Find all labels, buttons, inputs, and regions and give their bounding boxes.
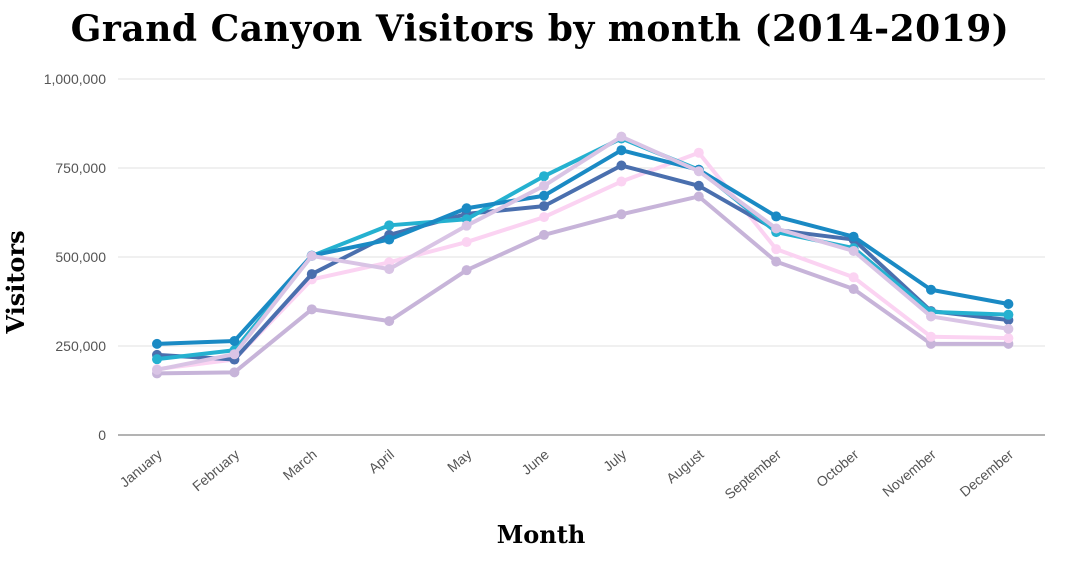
y-tick-labels: 0 250,000 500,000 750,000 1,000,000 [44, 71, 107, 443]
chart-title: Grand Canyon Visitors by month (2014-201… [70, 8, 1010, 50]
y-axis-title: Visitors [1, 230, 30, 334]
y-tick-label: 500,000 [55, 249, 106, 265]
series-5 [152, 145, 1014, 349]
y-tick-label: 0 [98, 427, 106, 443]
data-point [461, 265, 472, 276]
y-tick-label: 1,000,000 [44, 71, 106, 87]
data-point [926, 284, 936, 295]
data-point [1003, 323, 1014, 334]
x-tick-label: October [813, 446, 862, 490]
series-line [155, 150, 1011, 372]
x-tick-label: November [879, 446, 939, 500]
data-point [384, 220, 395, 231]
data-point [152, 364, 162, 375]
series-line [155, 134, 1011, 372]
data-point [616, 176, 627, 187]
data-point [306, 269, 317, 280]
series-lines [152, 131, 1014, 379]
data-point [693, 166, 704, 177]
data-point [461, 203, 472, 214]
x-tick-label: June [518, 446, 552, 478]
series-6 [152, 131, 1014, 375]
data-point [926, 311, 936, 322]
data-point [771, 211, 782, 222]
data-point [771, 256, 782, 267]
data-point [693, 191, 704, 202]
data-point [152, 354, 162, 365]
x-tick-label: February [189, 446, 242, 494]
data-point [152, 338, 162, 349]
data-point [539, 201, 549, 212]
y-tick-label: 250,000 [55, 338, 106, 354]
data-point [693, 147, 704, 158]
data-point [539, 180, 549, 191]
data-point [848, 284, 859, 295]
series-line [155, 194, 1011, 376]
data-point [384, 234, 395, 245]
x-tick-label: March [280, 446, 320, 483]
data-point [848, 245, 859, 256]
series-line [155, 163, 1011, 362]
data-point [848, 231, 859, 242]
x-tick-label: August [663, 446, 707, 486]
data-point [1003, 298, 1014, 309]
data-point [848, 272, 859, 283]
series-line [155, 148, 1011, 346]
data-point [461, 237, 472, 248]
series-2 [152, 147, 1014, 375]
data-point [693, 180, 704, 191]
data-point [461, 220, 472, 231]
data-point [229, 336, 240, 347]
data-point [1003, 333, 1014, 344]
data-point [771, 223, 782, 234]
data-point [616, 145, 627, 156]
gridlines [118, 78, 1045, 436]
x-tick-label: December [957, 446, 1017, 500]
x-tick-label: January [116, 446, 164, 490]
data-point [771, 244, 782, 255]
x-tick-label: May [444, 446, 475, 475]
x-axis-title: Month [497, 520, 586, 549]
data-point [616, 131, 627, 142]
x-tick-label: September [721, 446, 784, 502]
data-point [306, 304, 317, 315]
data-point [1003, 309, 1014, 320]
data-point [384, 264, 395, 275]
data-point [539, 212, 549, 223]
y-tick-label: 750,000 [55, 160, 106, 176]
data-point [539, 171, 549, 182]
data-point [539, 229, 549, 240]
data-point [229, 349, 240, 360]
x-tick-label: July [600, 446, 629, 474]
data-point [616, 160, 627, 171]
data-point [616, 209, 627, 220]
series-1 [152, 191, 1014, 379]
data-point [926, 338, 936, 349]
data-point [229, 367, 240, 378]
data-point [926, 331, 936, 342]
x-tick-label: April [365, 446, 397, 476]
data-point [539, 190, 549, 201]
data-point [306, 250, 317, 261]
x-tick-labels: January February March April May June July Augu… [116, 446, 1016, 502]
data-point [384, 316, 395, 327]
